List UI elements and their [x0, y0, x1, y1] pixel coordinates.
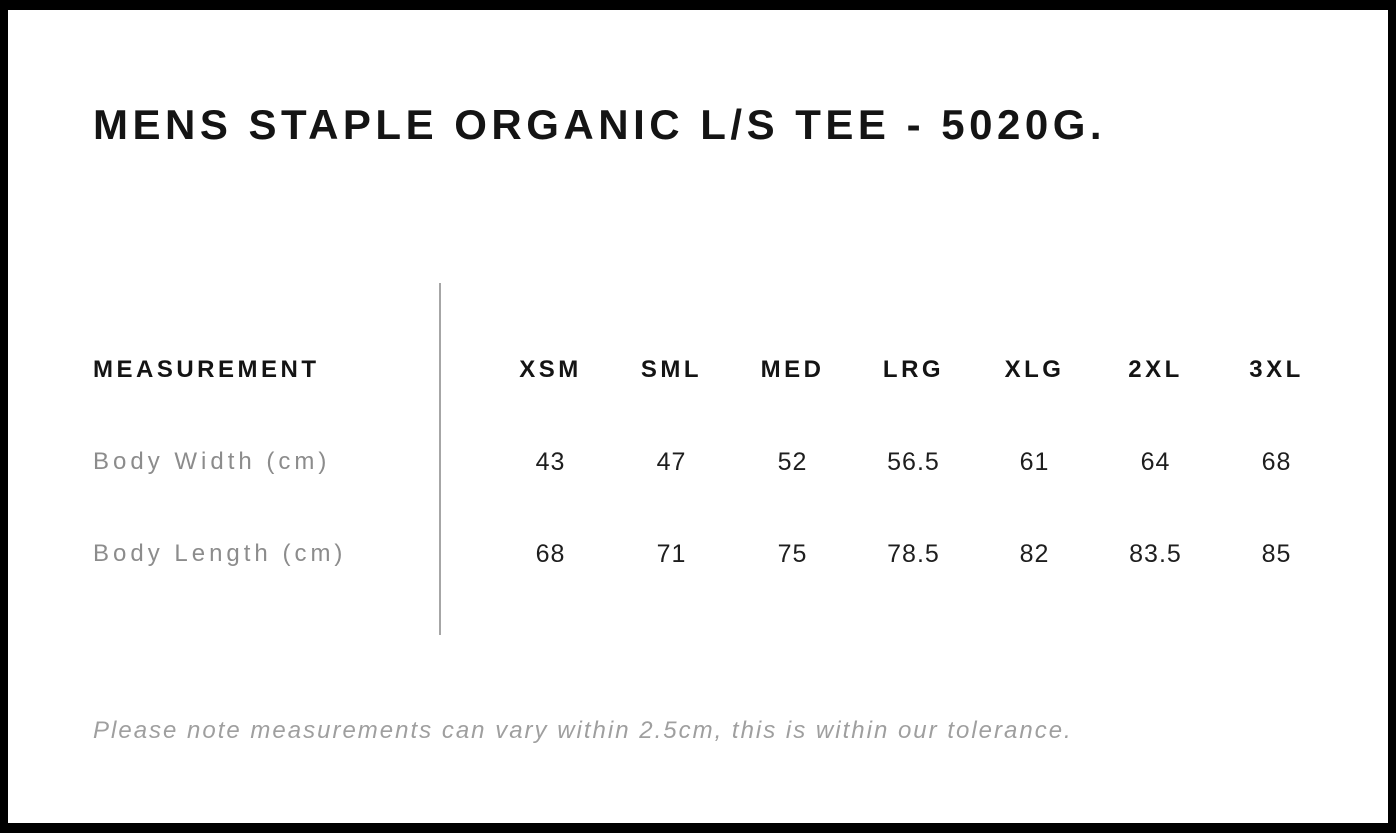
- table-row-body-length: Body Length (cm) 68 71 75 78.5 82 83.5 8…: [93, 508, 1339, 600]
- column-header-sml: SML: [640, 356, 703, 383]
- body-length-value-2xl: 83.5: [1129, 539, 1182, 568]
- column-header-lrg: LRG: [882, 356, 945, 383]
- body-length-value-xsm: 68: [535, 539, 566, 568]
- tolerance-note: Please note measurements can vary within…: [93, 717, 1073, 744]
- column-header-3xl: 3XL: [1249, 356, 1304, 383]
- product-title: MENS STAPLE ORGANIC L/S TEE - 5020G.: [93, 101, 1107, 148]
- column-header-2xl: 2XL: [1128, 356, 1183, 383]
- body-width-value-xsm: 43: [535, 447, 566, 476]
- body-length-value-med: 75: [777, 539, 808, 568]
- body-length-value-lrg: 78.5: [887, 539, 940, 568]
- body-length-value-3xl: 85: [1261, 539, 1292, 568]
- table-divider-line: [439, 283, 441, 635]
- body-width-value-2xl: 64: [1140, 447, 1171, 476]
- body-width-value-med: 52: [777, 447, 808, 476]
- body-width-value-lrg: 56.5: [887, 447, 940, 476]
- body-width-value-sml: 47: [656, 447, 687, 476]
- row-label-body-length: Body Length (cm): [93, 540, 347, 567]
- column-header-measurement: MEASUREMENT: [93, 356, 320, 383]
- body-length-value-sml: 71: [656, 539, 687, 568]
- body-width-value-3xl: 68: [1261, 447, 1292, 476]
- size-chart-table: MEASUREMENT XSM SML MED LRG XLG 2XL 3XL …: [93, 324, 1339, 600]
- column-header-xlg: XLG: [1004, 356, 1065, 383]
- row-label-body-width: Body Width (cm): [93, 448, 331, 475]
- column-header-med: MED: [760, 356, 825, 383]
- body-width-value-xlg: 61: [1019, 447, 1050, 476]
- column-header-xsm: XSM: [519, 356, 582, 383]
- body-length-value-xlg: 82: [1019, 539, 1050, 568]
- table-row-body-width: Body Width (cm) 43 47 52 56.5 61 64 68: [93, 416, 1339, 508]
- size-chart-header-row: MEASUREMENT XSM SML MED LRG XLG 2XL 3XL: [93, 324, 1339, 416]
